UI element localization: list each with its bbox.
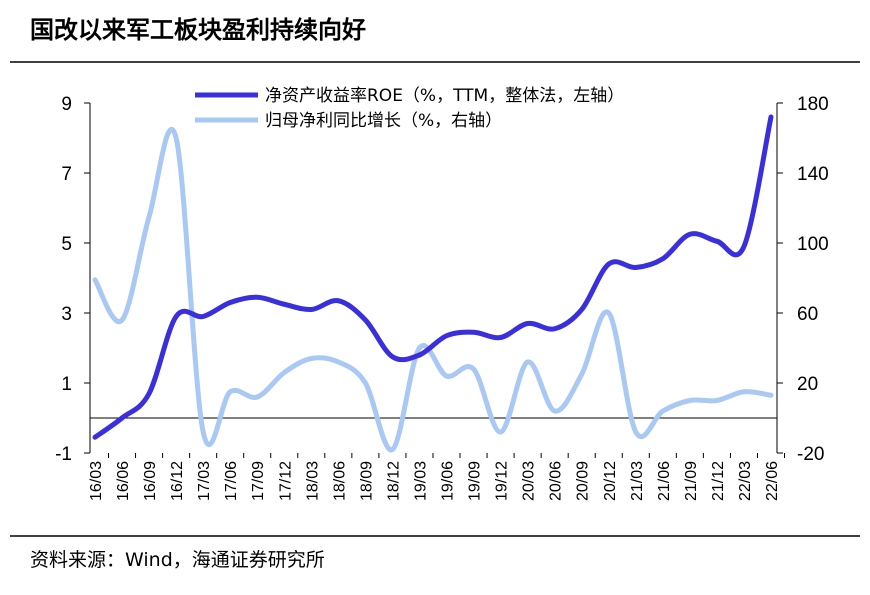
x-tick-label: 17/09 bbox=[250, 461, 267, 501]
x-tick-label: 20/03 bbox=[521, 461, 538, 501]
x-tick-label: 22/03 bbox=[737, 461, 754, 501]
x-tick-label: 22/06 bbox=[764, 461, 781, 501]
x-tick-label: 16/09 bbox=[142, 461, 159, 501]
chart-title: 国改以来军工板块盈利持续向好 bbox=[30, 16, 366, 44]
x-tick-label: 21/09 bbox=[683, 461, 700, 501]
y-tick-label: 5 bbox=[61, 234, 72, 255]
x-tick-label: 19/09 bbox=[467, 461, 484, 501]
y-tick-label: 1 bbox=[61, 374, 72, 395]
x-tick-label: 18/03 bbox=[304, 461, 321, 501]
x-tick-label: 19/03 bbox=[412, 461, 429, 501]
x-tick-label: 21/06 bbox=[656, 461, 673, 501]
x-tick-label: 20/09 bbox=[575, 461, 592, 501]
x-tick-label: 16/03 bbox=[88, 461, 105, 501]
x-tick-label: 18/09 bbox=[358, 461, 375, 501]
y-tick-label: 3 bbox=[61, 304, 72, 325]
y-tick-label: 9 bbox=[61, 94, 72, 115]
x-tick-label: 21/03 bbox=[629, 461, 646, 501]
x-tick-label: 17/03 bbox=[196, 461, 213, 501]
source: 资料来源：Wind，海通证券研究所 bbox=[30, 549, 325, 571]
series-line bbox=[92, 114, 774, 440]
y2-tick-label: 20 bbox=[797, 374, 818, 395]
series-line bbox=[92, 126, 774, 453]
y2-tick-label: 60 bbox=[797, 304, 818, 325]
x-tick-label: 17/12 bbox=[277, 461, 294, 501]
x-tick-label: 18/06 bbox=[331, 461, 348, 501]
y-tick-label: -1 bbox=[55, 444, 72, 465]
x-tick-label: 16/12 bbox=[169, 461, 186, 501]
y2-tick-label: 100 bbox=[797, 234, 829, 255]
x-tick-label: 20/06 bbox=[548, 461, 565, 501]
x-tick-label: 19/12 bbox=[494, 461, 511, 501]
y2-tick-label: 180 bbox=[797, 94, 829, 115]
y2-tick-label: 140 bbox=[797, 164, 829, 185]
y-tick-label: 7 bbox=[61, 164, 72, 185]
y2-tick-label: -20 bbox=[797, 444, 824, 465]
legend-label: 净资产收益率ROE（%，TTM，整体法，左轴） bbox=[265, 86, 624, 106]
x-tick-label: 19/06 bbox=[440, 461, 457, 501]
x-tick-label: 17/06 bbox=[223, 461, 240, 501]
x-tick-label: 18/12 bbox=[385, 461, 402, 501]
x-tick-label: 20/12 bbox=[602, 461, 619, 501]
x-tick-label: 21/12 bbox=[710, 461, 727, 501]
legend-label: 归母净利同比增长（%，右轴） bbox=[265, 111, 502, 131]
x-tick-label: 16/06 bbox=[115, 461, 132, 501]
